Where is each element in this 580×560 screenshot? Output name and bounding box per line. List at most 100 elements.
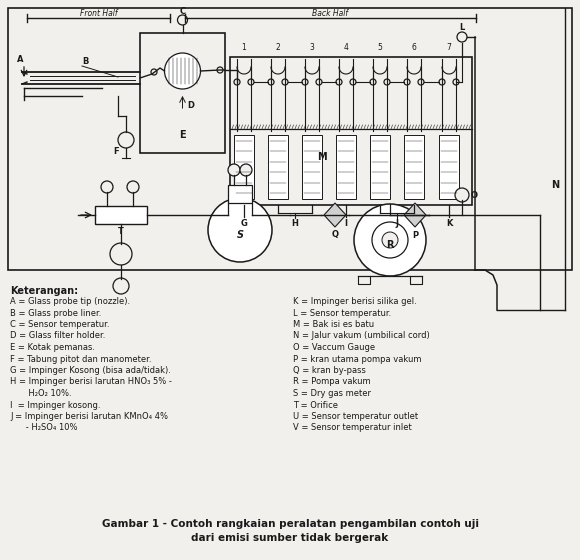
Text: 7: 7 — [447, 43, 451, 52]
Text: H = Impinger berisi larutan HNO₃ 5% -: H = Impinger berisi larutan HNO₃ 5% - — [10, 377, 172, 386]
Circle shape — [217, 67, 223, 73]
Bar — [302, 135, 322, 199]
Circle shape — [234, 79, 240, 85]
Circle shape — [455, 188, 469, 202]
Circle shape — [418, 79, 424, 85]
Text: P = kran utama pompa vakum: P = kran utama pompa vakum — [293, 354, 422, 363]
Text: C: C — [179, 7, 186, 16]
Bar — [268, 135, 288, 199]
Text: H: H — [292, 218, 299, 227]
Circle shape — [372, 222, 408, 258]
Polygon shape — [404, 203, 426, 227]
Text: H₂O₂ 10%.: H₂O₂ 10%. — [10, 389, 71, 398]
Text: B: B — [82, 58, 88, 67]
Text: S: S — [237, 230, 244, 240]
Circle shape — [248, 79, 254, 85]
Circle shape — [110, 243, 132, 265]
Circle shape — [382, 232, 398, 248]
Circle shape — [404, 79, 410, 85]
Text: D = Glass filter holder.: D = Glass filter holder. — [10, 332, 106, 340]
Circle shape — [118, 132, 134, 148]
Text: dari emisi sumber tidak bergerak: dari emisi sumber tidak bergerak — [191, 533, 389, 543]
Text: J: J — [396, 218, 398, 227]
Text: Keterangan:: Keterangan: — [10, 286, 78, 296]
Text: F = Tabung pitot dan manometer.: F = Tabung pitot dan manometer. — [10, 354, 151, 363]
Circle shape — [113, 278, 129, 294]
Bar — [370, 135, 390, 199]
Circle shape — [228, 164, 240, 176]
Circle shape — [370, 79, 376, 85]
Circle shape — [282, 79, 288, 85]
Circle shape — [316, 79, 322, 85]
Text: G: G — [241, 218, 248, 227]
Polygon shape — [324, 203, 346, 227]
Text: 3: 3 — [310, 43, 314, 52]
Circle shape — [302, 79, 308, 85]
Text: R = Pompa vakum: R = Pompa vakum — [293, 377, 371, 386]
Text: V = Sensor temperatur inlet: V = Sensor temperatur inlet — [293, 423, 412, 432]
Text: O: O — [470, 190, 477, 199]
Text: 5: 5 — [378, 43, 382, 52]
Text: L: L — [459, 22, 465, 31]
Text: A = Glass probe tip (nozzle).: A = Glass probe tip (nozzle). — [10, 297, 130, 306]
Bar — [439, 135, 459, 199]
Text: O = Vaccum Gauge: O = Vaccum Gauge — [293, 343, 375, 352]
Text: Gambar 1 - Contoh rangkaian peralatan pengambilan contoh uji: Gambar 1 - Contoh rangkaian peralatan pe… — [102, 519, 478, 529]
Text: A: A — [17, 55, 23, 64]
Circle shape — [354, 204, 426, 276]
Text: L = Sensor temperatur.: L = Sensor temperatur. — [293, 309, 392, 318]
Circle shape — [208, 198, 272, 262]
Text: Q = kran by-pass: Q = kran by-pass — [293, 366, 366, 375]
Text: G = Impinger Kosong (bisa ada/tidak).: G = Impinger Kosong (bisa ada/tidak). — [10, 366, 171, 375]
Text: - H₂SO₄ 10%: - H₂SO₄ 10% — [10, 423, 78, 432]
Text: D: D — [187, 100, 194, 110]
Text: R: R — [386, 240, 394, 250]
Text: N = Jalur vakum (umbilical cord): N = Jalur vakum (umbilical cord) — [293, 332, 430, 340]
Circle shape — [151, 69, 157, 75]
Text: F: F — [113, 147, 119, 156]
Text: 4: 4 — [343, 43, 349, 52]
Circle shape — [457, 32, 467, 42]
Circle shape — [439, 79, 445, 85]
Text: M: M — [317, 152, 327, 162]
Text: I: I — [345, 218, 347, 227]
Text: K: K — [446, 218, 452, 227]
Text: E = Kotak pemanas.: E = Kotak pemanas. — [10, 343, 95, 352]
Bar — [336, 135, 356, 199]
Circle shape — [240, 164, 252, 176]
Circle shape — [177, 15, 187, 25]
Text: E: E — [179, 130, 186, 140]
Text: P: P — [412, 231, 418, 240]
Circle shape — [101, 181, 113, 193]
Text: B = Glass probe liner.: B = Glass probe liner. — [10, 309, 101, 318]
Text: Q: Q — [332, 231, 339, 240]
Circle shape — [165, 53, 201, 89]
Bar — [234, 135, 254, 199]
Bar — [8, 8, 572, 270]
Circle shape — [350, 79, 356, 85]
Text: K = Impinger berisi silika gel.: K = Impinger berisi silika gel. — [293, 297, 417, 306]
Circle shape — [127, 181, 139, 193]
Text: Front Half: Front Half — [80, 10, 117, 18]
Text: N: N — [551, 180, 559, 190]
Text: M = Bak isi es batu: M = Bak isi es batu — [293, 320, 374, 329]
Text: T: T — [118, 227, 124, 236]
Bar — [228, 185, 252, 203]
Bar — [95, 206, 147, 224]
Bar — [404, 135, 424, 199]
Bar — [230, 57, 472, 205]
Text: 6: 6 — [412, 43, 416, 52]
Circle shape — [453, 79, 459, 85]
Text: S = Dry gas meter: S = Dry gas meter — [293, 389, 371, 398]
Text: I  = Impinger kosong.: I = Impinger kosong. — [10, 400, 100, 409]
Circle shape — [268, 79, 274, 85]
Text: Back Half: Back Half — [313, 10, 349, 18]
Bar — [140, 33, 225, 153]
Text: 1: 1 — [242, 43, 246, 52]
Text: C = Sensor temperatur.: C = Sensor temperatur. — [10, 320, 110, 329]
Text: 2: 2 — [276, 43, 280, 52]
Circle shape — [384, 79, 390, 85]
Text: T = Orifice: T = Orifice — [293, 400, 338, 409]
Text: J = Impinger berisi larutan KMnO₄ 4%: J = Impinger berisi larutan KMnO₄ 4% — [10, 412, 168, 421]
Text: U = Sensor temperatur outlet: U = Sensor temperatur outlet — [293, 412, 418, 421]
